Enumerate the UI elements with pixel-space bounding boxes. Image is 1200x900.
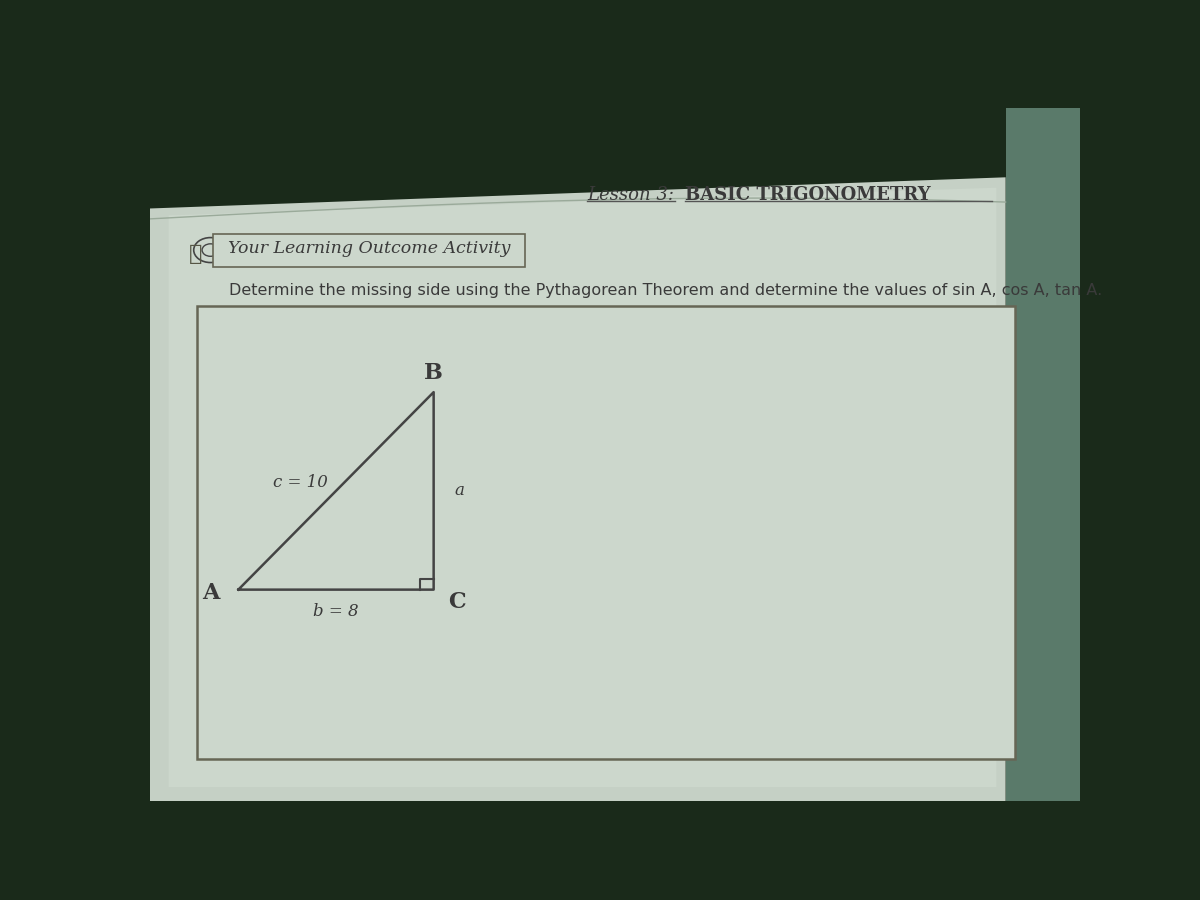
Text: c = 10: c = 10 [274, 474, 328, 491]
Text: Your Learning Outcome Activity: Your Learning Outcome Activity [228, 240, 510, 257]
Bar [197, 305, 1015, 760]
Bar [1006, 108, 1080, 801]
Bar [214, 234, 524, 267]
Bar [150, 108, 1080, 233]
Text: C: C [448, 591, 466, 613]
Text: Determine the missing side using the Pythagorean Theorem and determine the value: Determine the missing side using the Pyt… [229, 283, 1103, 298]
Text: 🏃: 🏃 [190, 244, 203, 264]
Text: A: A [202, 582, 220, 604]
Text: a: a [455, 482, 464, 500]
Text: B: B [425, 362, 443, 383]
Polygon shape [168, 188, 996, 788]
Text: b = 8: b = 8 [313, 603, 359, 620]
Text: BASIC TRIGONOMETRY: BASIC TRIGONOMETRY [685, 185, 930, 203]
Polygon shape [150, 177, 1006, 801]
Text: Lesson 3:: Lesson 3: [587, 185, 674, 203]
